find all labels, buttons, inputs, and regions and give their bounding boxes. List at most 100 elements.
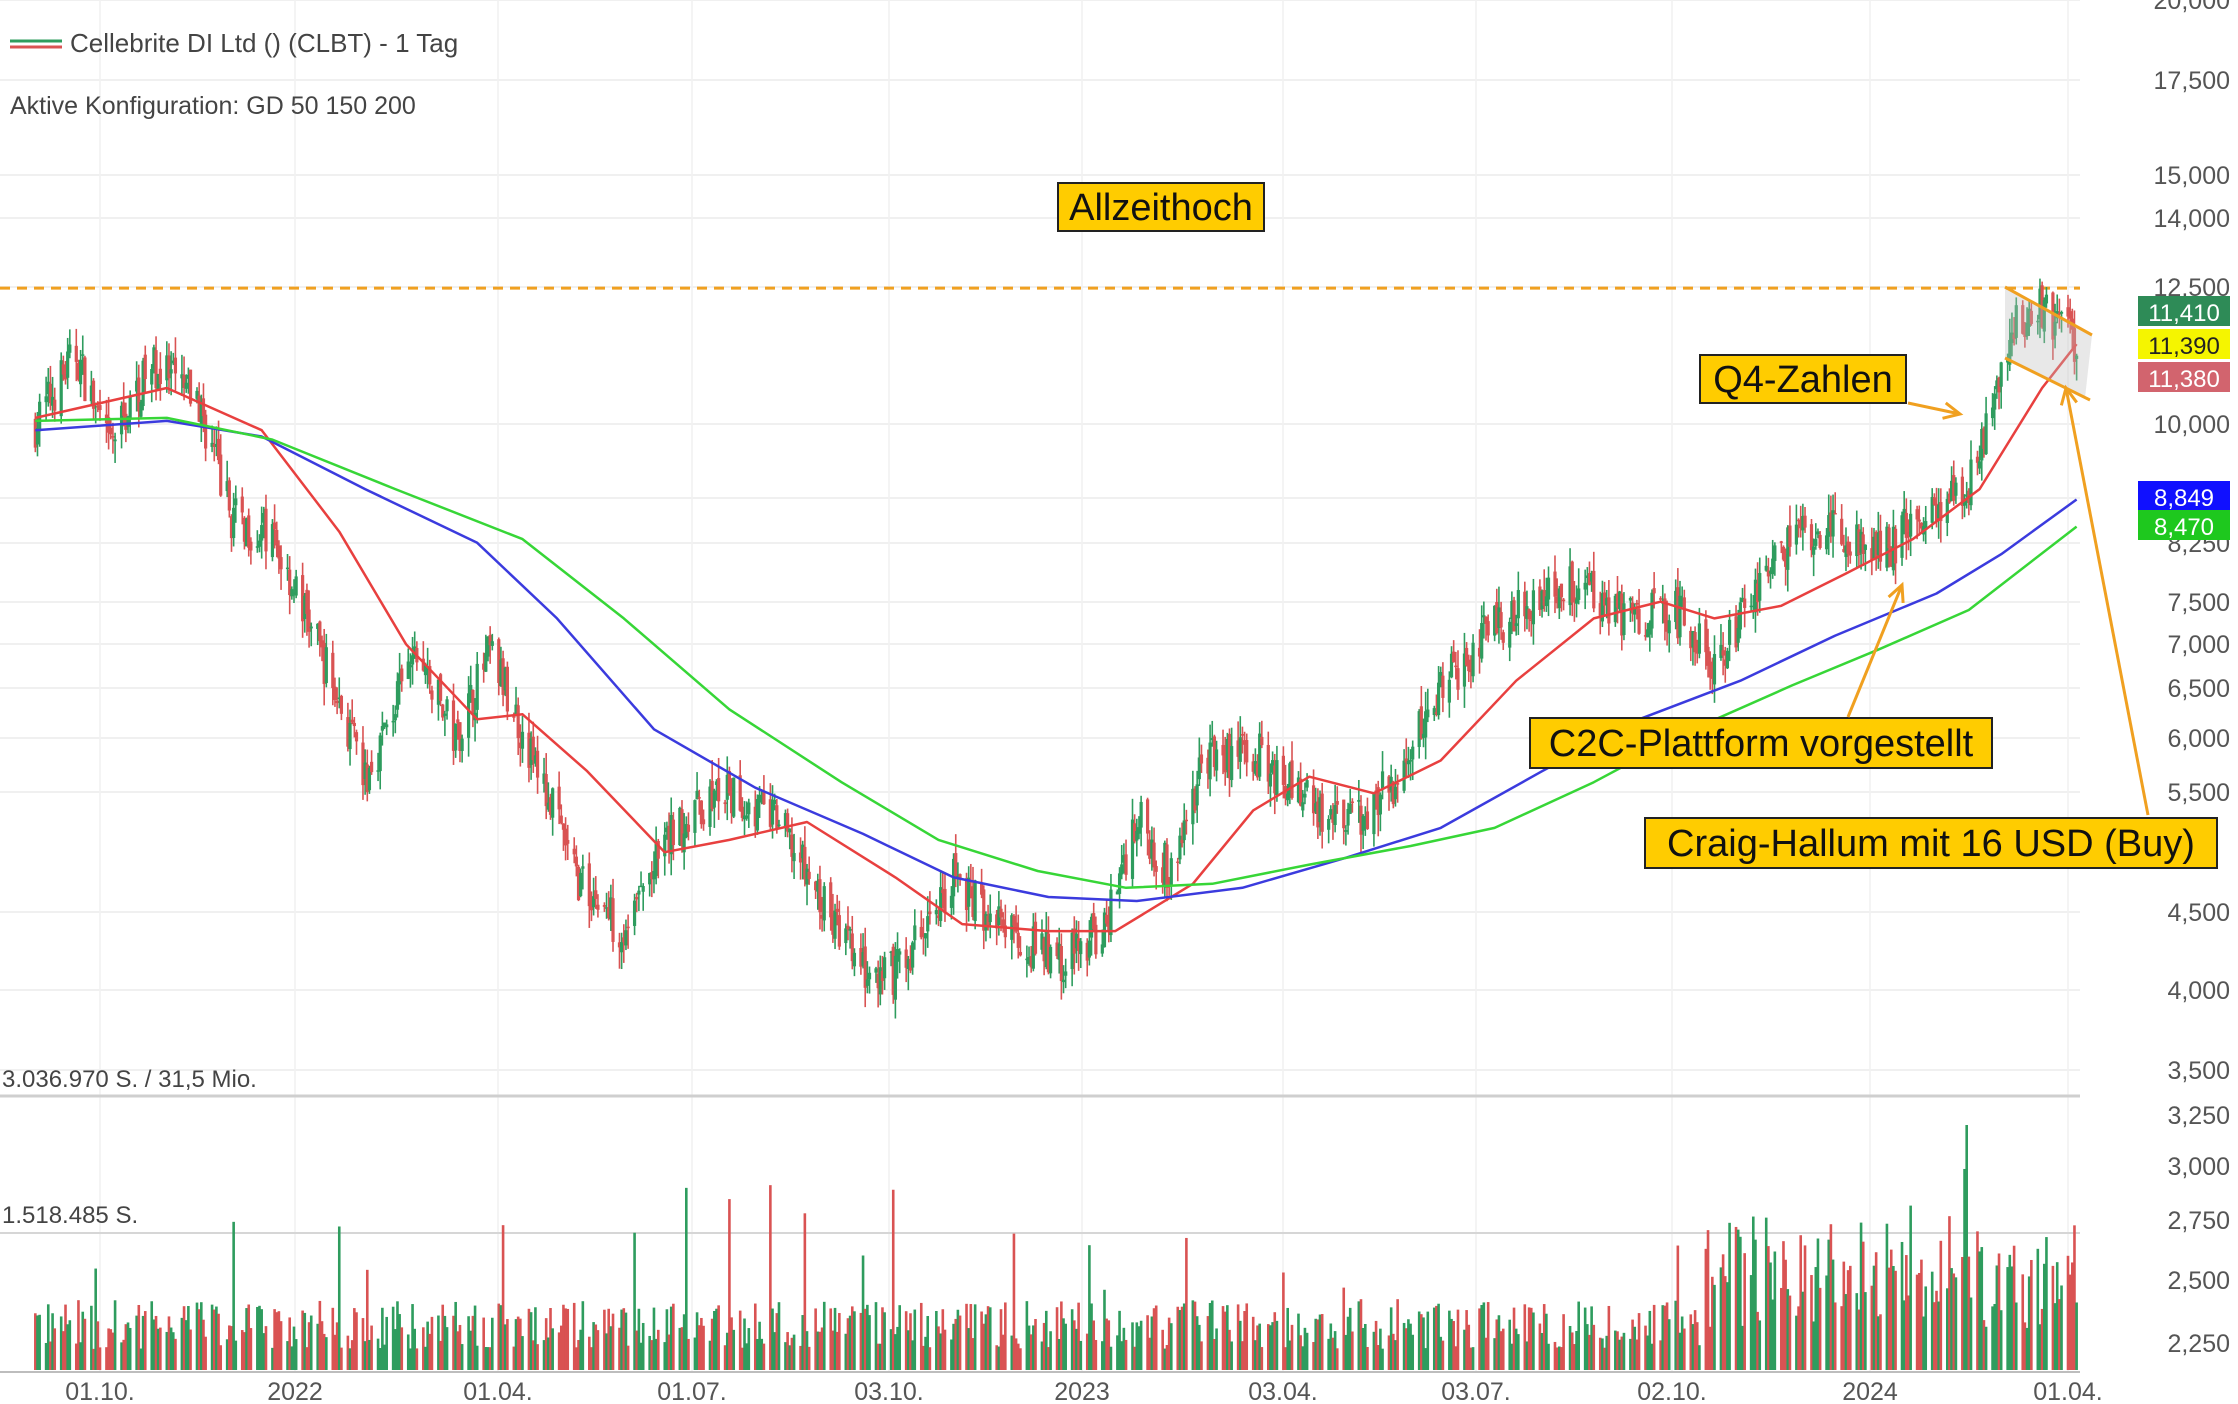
candle-body: [1152, 842, 1156, 868]
channel-upper-line: [2004, 285, 2093, 337]
candle-body: [818, 879, 822, 913]
candle-body: [1258, 733, 1262, 777]
volume-bar: [1769, 1262, 1772, 1370]
candle-body: [747, 802, 751, 815]
volume-bar: [700, 1317, 703, 1370]
volume-bar: [1107, 1320, 1111, 1370]
volume-bar: [1137, 1326, 1141, 1370]
candle-body: [1109, 889, 1113, 936]
volume-bar: [769, 1185, 772, 1370]
volume-bar: [919, 1302, 923, 1370]
candle-body: [2051, 292, 2055, 340]
volume-bar: [491, 1317, 494, 1370]
candle-body: [2044, 294, 2049, 304]
candle-body: [1029, 956, 1033, 968]
candle-body: [456, 719, 460, 723]
volume-bar: [1764, 1217, 1768, 1370]
candle-body: [579, 872, 583, 897]
volume-bar: [575, 1347, 578, 1370]
candle-body: [2025, 322, 2029, 337]
candle-body: [516, 705, 520, 739]
candle-body: [1583, 582, 1587, 590]
candle-body: [1350, 801, 1354, 803]
volume-bar: [816, 1331, 820, 1370]
candle-body: [1876, 533, 1880, 555]
volume-bar: [135, 1315, 138, 1370]
volume-bar: [822, 1301, 826, 1370]
volume-bar: [879, 1343, 882, 1370]
volume-bar: [626, 1345, 630, 1370]
candle-body: [1033, 921, 1038, 954]
candle-body: [1074, 933, 1079, 949]
volume-bar: [581, 1301, 585, 1370]
volume-bar: [1299, 1335, 1302, 1370]
candle-body: [318, 621, 322, 642]
volume-bar: [1982, 1320, 1986, 1370]
volume-bar: [1889, 1249, 1893, 1370]
candle-body: [829, 882, 833, 918]
candle-body: [1872, 536, 1876, 559]
candle-body: [1719, 644, 1723, 658]
volume-bar: [1997, 1253, 2001, 1370]
volume-bar: [96, 1321, 100, 1370]
volume-bar: [1797, 1306, 1800, 1370]
candle-body: [255, 546, 259, 548]
volume-bar: [969, 1304, 973, 1370]
volume-bar: [863, 1308, 867, 1370]
candle-body: [307, 609, 311, 632]
candle-body: [1855, 524, 1859, 557]
candle-body: [1723, 659, 1727, 666]
candle-body: [607, 907, 611, 919]
volume-bar: [771, 1308, 774, 1370]
volume-bar: [898, 1305, 902, 1370]
volume-bar: [1728, 1222, 1731, 1370]
candle-body: [1803, 515, 1807, 528]
volume-bar: [889, 1329, 893, 1370]
candle-body: [1814, 539, 1818, 546]
candle-body: [139, 402, 143, 417]
candle-body: [973, 880, 977, 922]
candle-body: [301, 575, 305, 622]
candle-body: [1087, 940, 1091, 958]
volume-bar: [1773, 1251, 1777, 1370]
candle-body: [1230, 746, 1234, 781]
candle-body: [320, 640, 324, 648]
candle-body: [48, 383, 53, 404]
annotation-q4-zahlen-box: [1699, 354, 1907, 404]
x-axis: 01.10. 2022 01.04. 01.07. 03.10. 2023 03.04. 03…: [65, 1378, 2103, 1404]
candle-body: [1812, 546, 1816, 555]
candle-body: [1115, 891, 1120, 895]
volume-bar: [1557, 1346, 1561, 1370]
volume-bar: [950, 1339, 953, 1370]
candle-body: [908, 958, 913, 971]
volume-bar: [376, 1338, 380, 1370]
volume-bar: [90, 1305, 93, 1370]
candle-body: [656, 840, 660, 859]
volume-bar: [482, 1317, 485, 1370]
volume-bar: [1221, 1306, 1225, 1370]
volume-bar: [1004, 1302, 1007, 1370]
volume-bar: [1588, 1334, 1591, 1370]
candle-body: [501, 658, 505, 695]
volume-bar: [1846, 1270, 1850, 1370]
candle-body: [1214, 749, 1219, 771]
volume-bar: [1920, 1259, 1923, 1370]
volume-bar: [1756, 1311, 1759, 1370]
volume-bar: [1165, 1345, 1169, 1370]
volume-bar: [973, 1304, 977, 1370]
volume-bar: [1680, 1316, 1684, 1370]
candle-body: [1137, 827, 1141, 834]
candle-body: [1646, 629, 1650, 638]
candle-body: [257, 540, 262, 547]
volume-bar: [426, 1321, 429, 1370]
volume-bar: [2023, 1322, 2027, 1370]
volume-bar: [305, 1347, 309, 1370]
candle-body: [520, 731, 525, 749]
badge-0: [2138, 296, 2230, 326]
candle-body: [1501, 632, 1505, 643]
candle-body: [1743, 598, 1747, 608]
candle-body: [1562, 599, 1566, 602]
volume-bar: [467, 1316, 470, 1370]
candle-body: [184, 382, 188, 389]
